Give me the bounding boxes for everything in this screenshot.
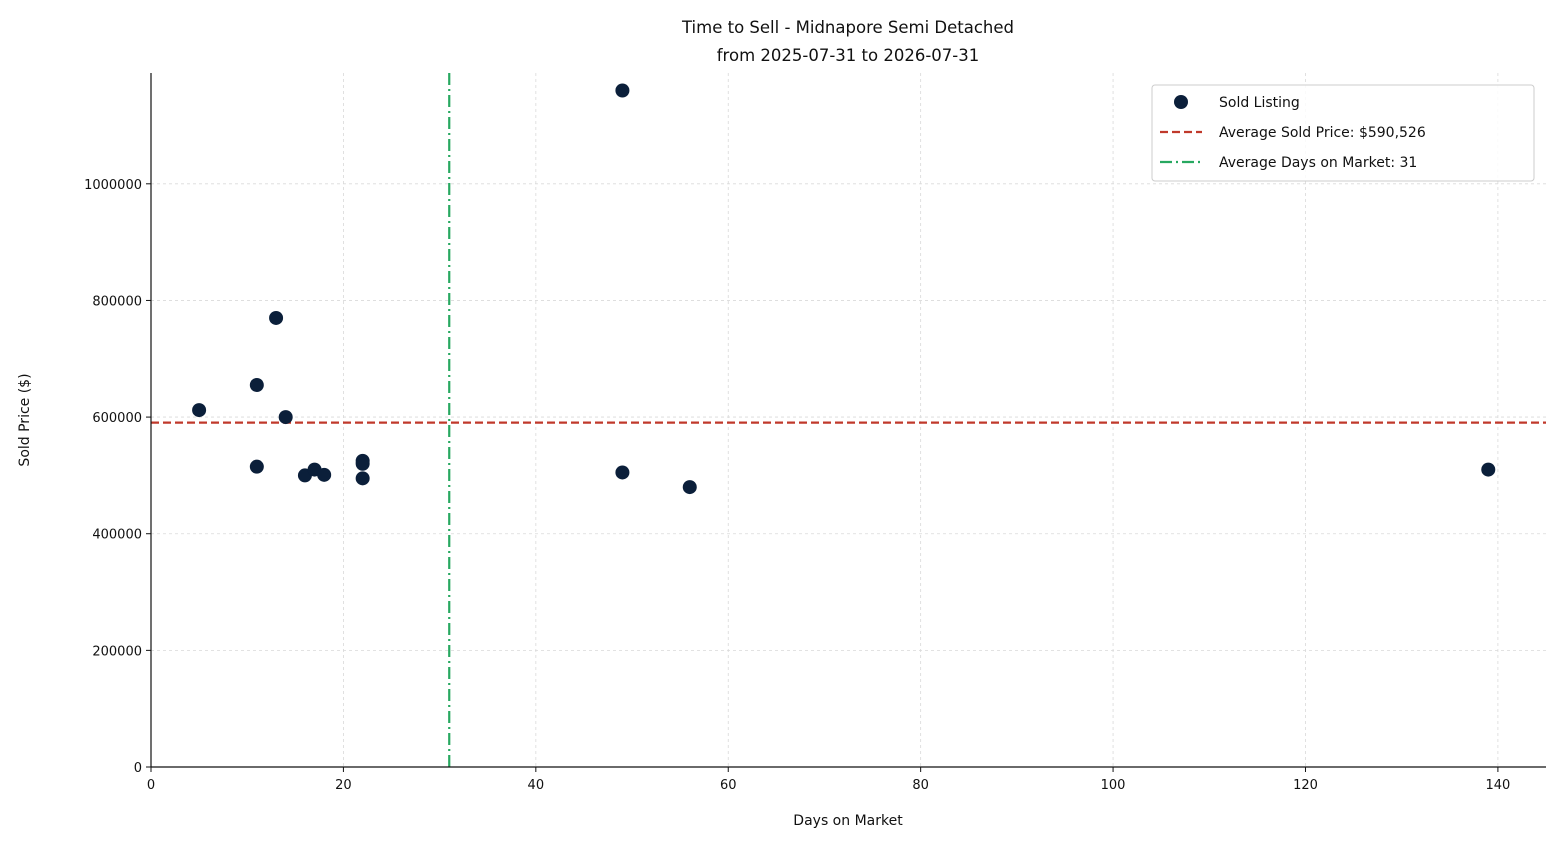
axes [150, 73, 1546, 768]
y-tick-label: 1000000 [84, 178, 142, 193]
x-tick-label: 100 [1101, 778, 1126, 793]
y-axis-label: Sold Price ($) [17, 373, 33, 466]
chart-title: Time to Sell - Midnapore Semi Detached [681, 18, 1014, 37]
legend: Sold Listing Average Sold Price: $590,52… [1151, 84, 1535, 182]
y-axis-ticks: 0 200000 400000 600000 800000 1000000 [84, 178, 151, 776]
legend-box [1151, 84, 1535, 182]
sold-listing-point [615, 465, 630, 480]
y-tick-label: 800000 [92, 294, 142, 309]
legend-label-average-days: Average Days on Market: 31 [1219, 155, 1417, 171]
x-tick-label: 0 [147, 778, 155, 793]
sold-listing-point [615, 83, 630, 98]
y-tick-label: 0 [134, 761, 142, 776]
y-tick-label: 200000 [92, 644, 142, 659]
y-tick-label: 400000 [92, 528, 142, 543]
legend-label-average-price: Average Sold Price: $590,526 [1219, 125, 1426, 141]
x-tick-label: 40 [528, 778, 545, 793]
x-tick-label: 60 [720, 778, 737, 793]
sold-listing-point [682, 480, 697, 495]
sold-listing-point [249, 378, 264, 393]
x-tick-label: 140 [1485, 778, 1510, 793]
sold-listing-point [269, 310, 284, 325]
sold-listing-point [1481, 462, 1496, 477]
sold-listing-point [249, 459, 264, 474]
sold-listing-point [192, 403, 207, 418]
sold-listing-point [278, 410, 293, 425]
x-tick-label: 120 [1293, 778, 1318, 793]
x-axis-ticks: 0 20 40 60 80 100 120 140 [147, 767, 1510, 793]
x-axis-label: Days on Market [793, 813, 903, 829]
sold-listing-point [317, 467, 332, 482]
x-tick-label: 80 [912, 778, 929, 793]
data-points [192, 83, 1496, 495]
y-tick-label: 600000 [92, 411, 142, 426]
x-tick-label: 20 [335, 778, 352, 793]
reference-lines [151, 73, 1546, 767]
chart-subtitle: from 2025-07-31 to 2026-07-31 [717, 46, 979, 65]
sold-listing-point [355, 456, 370, 471]
legend-label-sold-listing: Sold Listing [1219, 95, 1300, 111]
sold-listing-point [355, 471, 370, 486]
legend-marker-sold-listing [1174, 95, 1188, 109]
